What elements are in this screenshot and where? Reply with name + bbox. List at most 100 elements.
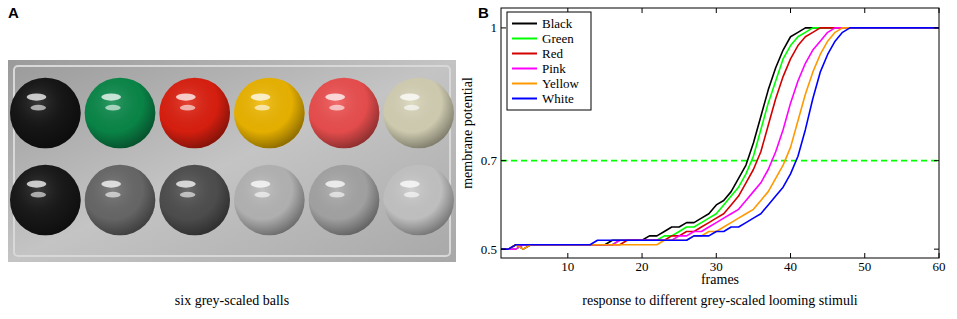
ball-shading xyxy=(159,165,230,236)
ball-highlight xyxy=(400,94,420,101)
ball-shading xyxy=(159,78,230,149)
ball-shading xyxy=(10,78,81,149)
x-tick-label: 20 xyxy=(636,259,649,274)
ball xyxy=(234,78,305,149)
ball-highlight xyxy=(404,105,420,111)
panel-label: A xyxy=(8,4,19,21)
ball-shading xyxy=(10,165,81,236)
ball-highlight xyxy=(325,94,345,101)
y-tick-label: 1 xyxy=(491,20,498,35)
ball-shading xyxy=(234,165,305,236)
ball-shading xyxy=(309,165,380,236)
ball-highlight xyxy=(176,181,196,188)
ball xyxy=(159,165,230,236)
y-tick xyxy=(934,249,939,250)
tray-edge xyxy=(14,66,450,256)
ball-highlight xyxy=(329,105,345,111)
ball-highlight xyxy=(30,192,46,198)
legend-label: Red xyxy=(542,46,563,61)
x-tick-label: 60 xyxy=(933,259,946,274)
ball xyxy=(85,165,156,236)
ball-highlight xyxy=(254,105,270,111)
caption: six grey-scaled balls xyxy=(175,293,289,308)
ball-shading xyxy=(383,78,454,149)
ball xyxy=(85,78,156,149)
x-tick xyxy=(716,8,717,13)
x-tick xyxy=(567,253,568,258)
legend-swatch xyxy=(512,38,537,40)
legend-label: Green xyxy=(542,31,574,46)
x-tick xyxy=(790,253,791,258)
x-tick xyxy=(939,8,940,13)
legend-swatch xyxy=(512,53,537,55)
plot-frame xyxy=(501,8,939,258)
photo xyxy=(8,60,456,262)
legend-label: Pink xyxy=(542,61,566,76)
legend: BlackGreenRedPinkYellowWhite xyxy=(507,12,591,110)
ball-shading xyxy=(234,78,305,149)
ball-highlight xyxy=(30,105,46,111)
ball-highlight xyxy=(101,181,121,188)
x-tick-label: 10 xyxy=(561,259,574,274)
ball-highlight xyxy=(400,181,420,188)
ball-highlight xyxy=(329,192,345,198)
ball-highlight xyxy=(404,192,420,198)
ball-shading xyxy=(85,165,156,236)
ball-highlight xyxy=(101,94,121,101)
legend-label: Yellow xyxy=(542,76,580,91)
y-tick-label: 0.7 xyxy=(481,153,498,168)
ball-highlight xyxy=(180,105,196,111)
x-tick-label: 40 xyxy=(784,259,797,274)
ball xyxy=(234,165,305,236)
ball xyxy=(159,78,230,149)
caption: response to different grey-scaled loomin… xyxy=(582,293,858,308)
x-tick xyxy=(864,253,865,258)
ball-highlight xyxy=(27,181,47,188)
ball-highlight xyxy=(254,192,270,198)
ball-highlight xyxy=(105,192,121,198)
tray xyxy=(8,60,456,262)
panel-label: B xyxy=(478,4,489,21)
y-tick xyxy=(501,249,506,250)
ball-highlight xyxy=(251,181,271,188)
y-axis-label: membrane potential xyxy=(460,77,475,189)
y-tick xyxy=(501,27,506,28)
ball xyxy=(383,165,454,236)
x-tick-label: 50 xyxy=(858,259,871,274)
ball xyxy=(309,165,380,236)
y-tick-label: 0.5 xyxy=(481,242,497,257)
ball-highlight xyxy=(325,181,345,188)
x-tick xyxy=(642,8,643,13)
ball-highlight xyxy=(180,192,196,198)
ball xyxy=(383,78,454,149)
ball-shading xyxy=(309,78,380,149)
plot-background xyxy=(501,8,939,258)
x-tick xyxy=(716,253,717,258)
ball-shading xyxy=(85,78,156,149)
ball-highlight xyxy=(27,94,47,101)
reference-line xyxy=(501,160,939,162)
x-tick xyxy=(939,253,940,258)
x-tick xyxy=(642,253,643,258)
legend-box xyxy=(507,12,591,110)
ball xyxy=(10,165,81,236)
ball-highlight xyxy=(176,94,196,101)
y-tick xyxy=(934,160,939,161)
legend-swatch xyxy=(512,83,537,85)
ball-shading xyxy=(383,165,454,236)
ball xyxy=(10,78,81,149)
y-tick xyxy=(501,160,506,161)
legend-swatch xyxy=(512,68,537,70)
ball xyxy=(309,78,380,149)
legend-label: Black xyxy=(542,16,573,31)
x-tick xyxy=(790,8,791,13)
x-axis-label: frames xyxy=(701,272,739,287)
figure: Asix grey-scaled ballsB1020304050600.50.… xyxy=(0,0,957,319)
ball-highlight xyxy=(251,94,271,101)
legend-swatch xyxy=(512,98,537,100)
legend-label: White xyxy=(542,91,574,106)
ball-highlight xyxy=(105,105,121,111)
y-tick xyxy=(934,27,939,28)
legend-swatch xyxy=(512,23,537,25)
x-tick xyxy=(864,8,865,13)
